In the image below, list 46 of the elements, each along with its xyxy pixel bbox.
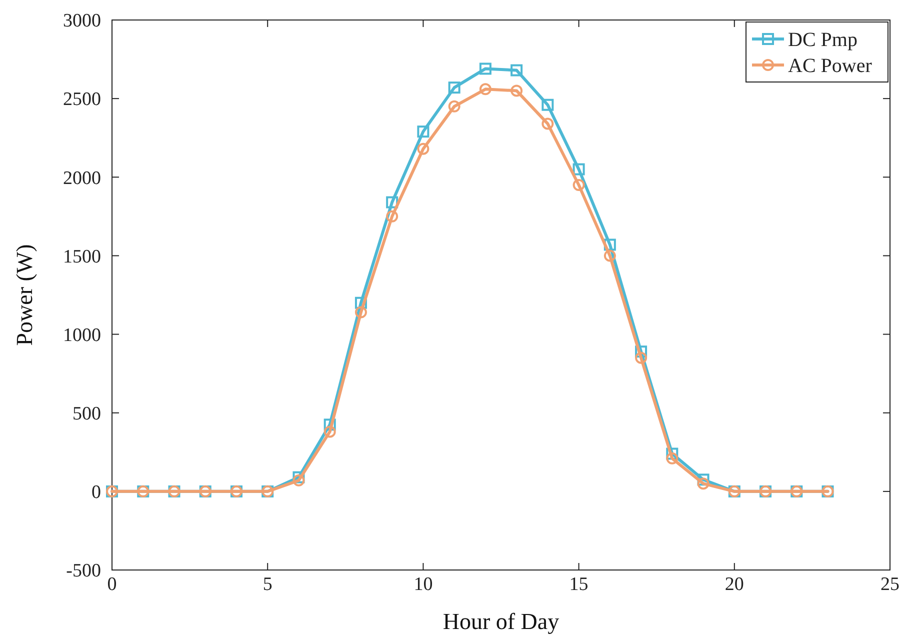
- x-tick-label: 5: [262, 574, 272, 595]
- point: [448, 82, 460, 94]
- y-tick-label: -500: [66, 560, 101, 582]
- x-tick-label: 10: [414, 574, 433, 595]
- y-tick-label: 500: [72, 404, 101, 425]
- point: [324, 426, 336, 438]
- point: [386, 210, 398, 222]
- point: [666, 448, 678, 460]
- point: [386, 196, 398, 208]
- x-tick-label: 25: [880, 574, 900, 595]
- point: [510, 64, 523, 76]
- point: [666, 452, 678, 464]
- point: [417, 142, 430, 155]
- y-axis-title: Power (W): [12, 244, 37, 346]
- y-tick-label: 1500: [63, 246, 101, 268]
- point: [417, 126, 430, 138]
- point: [292, 471, 305, 484]
- point: [510, 84, 523, 97]
- point: [604, 250, 616, 262]
- x-tick-label: 0: [107, 574, 117, 595]
- x-tick-label: 15: [569, 574, 588, 595]
- point: [479, 62, 492, 75]
- point: [354, 296, 367, 309]
- point: [542, 98, 554, 111]
- point: [572, 179, 585, 191]
- y-tick-label: 2500: [63, 89, 101, 110]
- legend-label: AC Power: [788, 55, 872, 77]
- x-tick-label: 20: [724, 574, 744, 595]
- point: [292, 474, 305, 486]
- point: [448, 100, 460, 112]
- point: [542, 118, 554, 130]
- point: [697, 474, 710, 486]
- legend-label: DC Pmp: [788, 29, 858, 51]
- point: [635, 352, 648, 364]
- y-tick-label: 3000: [63, 10, 101, 32]
- point: [635, 346, 648, 358]
- point: [324, 418, 336, 431]
- x-axis-title: Hour of Day: [442, 609, 560, 634]
- y-tick-label: 2000: [63, 168, 101, 189]
- y-tick-label: 1000: [63, 324, 101, 346]
- point: [572, 163, 585, 176]
- y-tick-label: 0: [92, 482, 101, 504]
- point: [479, 83, 492, 96]
- point: [354, 306, 367, 318]
- point: [604, 238, 616, 251]
- point: [697, 478, 710, 490]
